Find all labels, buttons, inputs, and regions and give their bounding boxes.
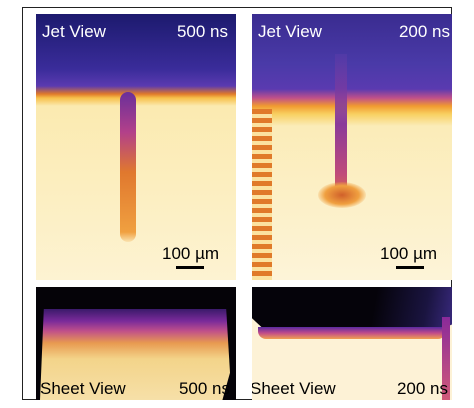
view-label: Jet View [42, 22, 106, 42]
jet-tip [318, 182, 366, 208]
time-label: 200 ns [399, 22, 450, 42]
view-label: Jet View [258, 22, 322, 42]
time-label: 200 ns [397, 379, 448, 399]
view-label: Sheet View [40, 379, 126, 399]
grid-edge [252, 109, 272, 280]
view-label: Sheet View [252, 379, 336, 399]
sheet-edge [258, 327, 446, 339]
jet [120, 92, 136, 242]
scale-bar [396, 266, 424, 269]
sheet-view-image: Sheet View 500 ns [36, 287, 236, 400]
jet-view-image: Jet View 500 ns 100 µm [36, 14, 236, 280]
scale-label: 100 µm [380, 244, 437, 264]
scale-label: 100 µm [162, 244, 219, 264]
sheet-view-image: Sheet View 200 ns [252, 287, 452, 400]
scale-bar [176, 266, 204, 269]
jet-view-image: Jet View 200 ns 100 µm [252, 14, 452, 280]
time-label: 500 ns [177, 22, 228, 42]
time-label: 500 ns [179, 379, 230, 399]
